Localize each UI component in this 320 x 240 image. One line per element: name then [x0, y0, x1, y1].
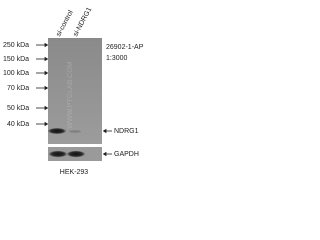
band	[48, 128, 66, 134]
marker-arrows	[36, 42, 49, 127]
band-arrows	[102, 128, 112, 157]
marker-label: 250 kDa	[3, 42, 29, 49]
marker-label: 150 kDa	[3, 56, 29, 63]
band-label: GAPDH	[114, 151, 139, 158]
antibody-catalog: 26902-1-AP	[106, 44, 144, 51]
watermark: WWW.PTGLAB.COM	[67, 61, 74, 128]
marker-label: 50 kDa	[7, 105, 29, 112]
band	[67, 150, 85, 158]
lane-label: si-NDRG1	[72, 6, 93, 38]
marker-label: 70 kDa	[7, 85, 29, 92]
marker-group: 250 kDa 150 kDa 100 kDa 70 kDa 50 kDa 40…	[3, 42, 29, 128]
marker-label: 100 kDa	[3, 70, 29, 77]
band	[49, 150, 67, 158]
band-label: NDRG1	[114, 128, 139, 135]
cell-line: HEK-293	[60, 169, 89, 176]
band	[69, 130, 81, 133]
marker-label: 40 kDa	[7, 121, 29, 128]
western-blot: si-control si-NDRG1 WWW.PTGLAB.COM 250 k…	[3, 6, 144, 176]
blot-panel	[48, 38, 102, 144]
antibody-dilution: 1:3000	[106, 55, 128, 62]
